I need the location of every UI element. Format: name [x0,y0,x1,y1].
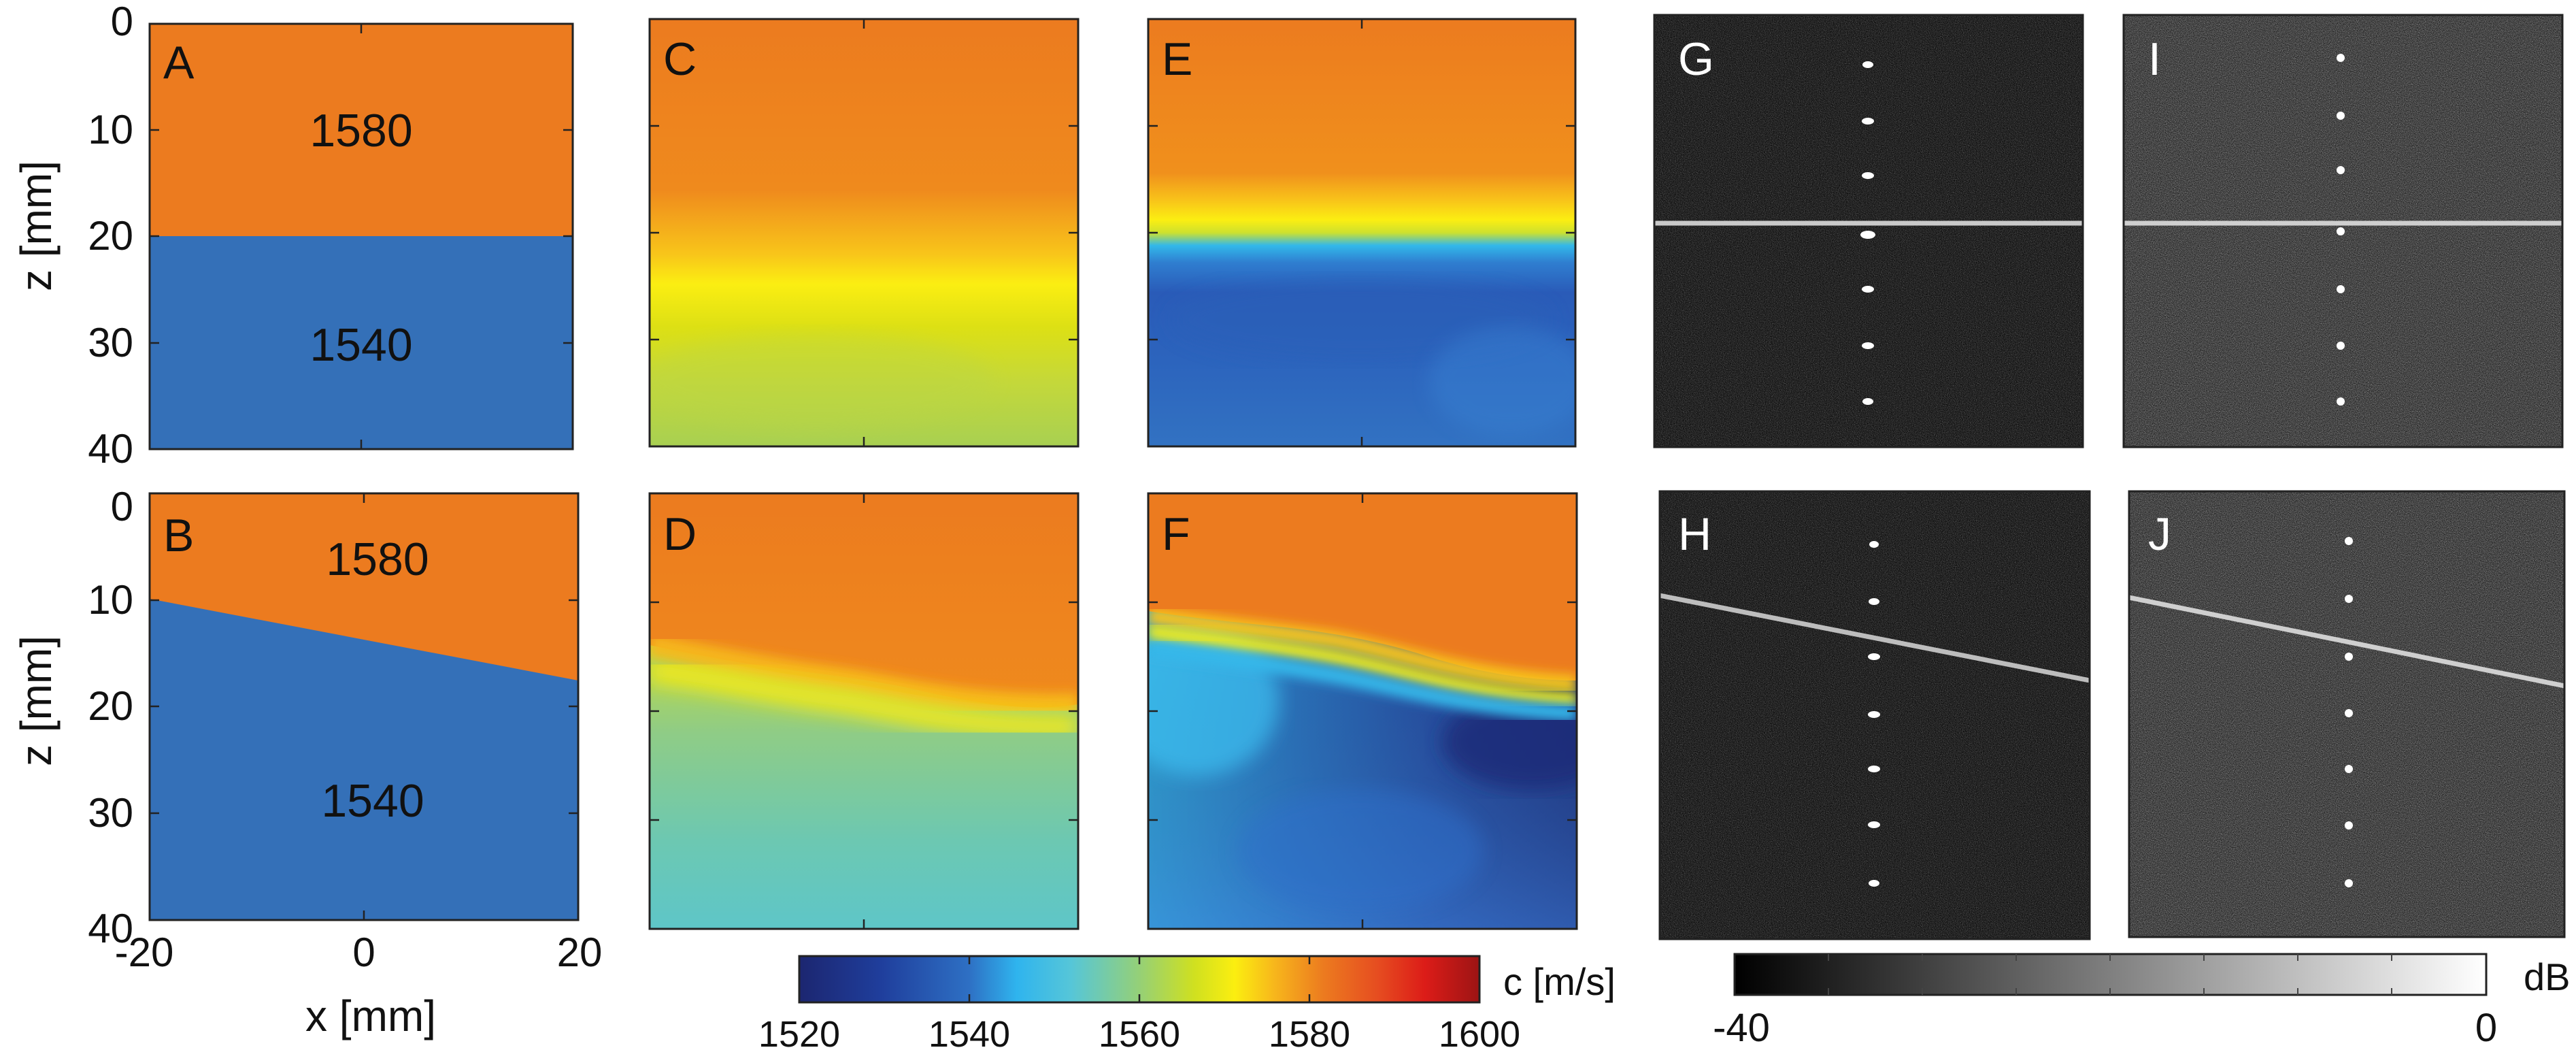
speed-tick-1540: 1540 [929,1014,1010,1050]
db-tick-0: 0 [2475,1006,2497,1050]
speed-tick-1600: 1600 [1439,1014,1520,1050]
z-tick-top-0: 0 [111,0,133,44]
panel-g-scatterers [1860,61,1875,405]
panel-h [1660,491,2090,939]
z-tick-top-20: 20 [88,213,133,259]
z-tick-top-40: 40 [88,426,133,472]
panel-d-label: D [663,508,697,560]
z-tick-top-30: 30 [88,320,133,365]
speed-colorbar-label: c [m/s] [1503,960,1616,1003]
x-axis-label: x [mm] [305,991,436,1040]
panel-a-upper-region [150,24,573,236]
panel-a-lower-value: 1540 [310,319,412,371]
z-ticks-top: 0 10 20 30 40 [88,0,133,472]
z-tick-top-10: 10 [88,107,133,152]
panel-h-label: H [1678,508,1711,560]
panel-i-label: I [2148,33,2161,85]
x-tick-minus-20: -20 [115,930,174,975]
panel-j [2129,491,2564,937]
db-colorbar: -40 0 dB [1713,953,2571,1050]
x-tick-20: 20 [557,930,603,975]
speed-tick-1560: 1560 [1099,1014,1180,1050]
panel-g-label: G [1678,33,1714,85]
panel-j-interface [2129,595,2564,689]
panel-c-label: C [663,33,697,85]
z-ticks-bottom: 0 10 20 30 40 [88,484,133,951]
panel-a-upper-value: 1580 [310,105,412,157]
panel-j-label: J [2148,508,2171,560]
panel-f-label: F [1162,508,1190,560]
z-axis-label-bottom: z [mm] [12,636,61,766]
panel-d [650,493,1078,929]
panel-ab-ticks [150,24,578,920]
panel-e-label: E [1162,33,1192,85]
panel-f-upper-field [1148,493,1577,680]
panel-b-lower-value: 1540 [321,775,424,827]
z-tick-bottom-0: 0 [111,484,133,529]
panel-c [650,19,1078,446]
panel-h-frame [1658,490,2091,940]
panel-a-label: A [163,37,195,88]
panel-b [150,493,578,920]
z-tick-bottom-40: 40 [88,906,133,951]
speed-colorbar: 1520 1540 1560 1580 1600 c [m/s] [758,955,1616,1050]
z-axis-label-top: z [mm] [12,161,61,291]
panel-f [1148,493,1577,929]
panel-b-upper-region [150,493,578,680]
x-ticks: -20 0 20 [115,930,603,975]
speed-tick-1520: 1520 [758,1014,840,1050]
z-tick-bottom-30: 30 [88,790,133,836]
speed-tick-1580: 1580 [1269,1014,1350,1050]
panel-g [1654,15,2083,447]
panel-a [150,24,573,449]
panel-i-scatterers [2337,54,2345,406]
panel-cf-ticks [650,19,1577,929]
panel-b-upper-value: 1580 [326,534,429,585]
db-colorbar-label: dB [2524,955,2571,998]
panel-d-upper-field [650,493,1078,708]
panel-j-scatterers [2345,537,2353,887]
panel-g-frame [1653,14,2084,448]
panel-b-label: B [163,510,194,561]
panel-e [1148,19,1575,446]
panel-a-lower-region [150,236,573,449]
panel-i [2124,15,2562,447]
panel-h-scatterers [1868,541,1880,887]
x-tick-0: 0 [352,930,375,975]
panel-j-frame [2128,490,2566,938]
z-tick-bottom-10: 10 [88,577,133,623]
db-tick-minus-40: -40 [1713,1006,1770,1050]
z-tick-bottom-20: 20 [88,683,133,729]
panel-h-interface [1660,593,2090,683]
panel-i-frame [2122,14,2564,448]
